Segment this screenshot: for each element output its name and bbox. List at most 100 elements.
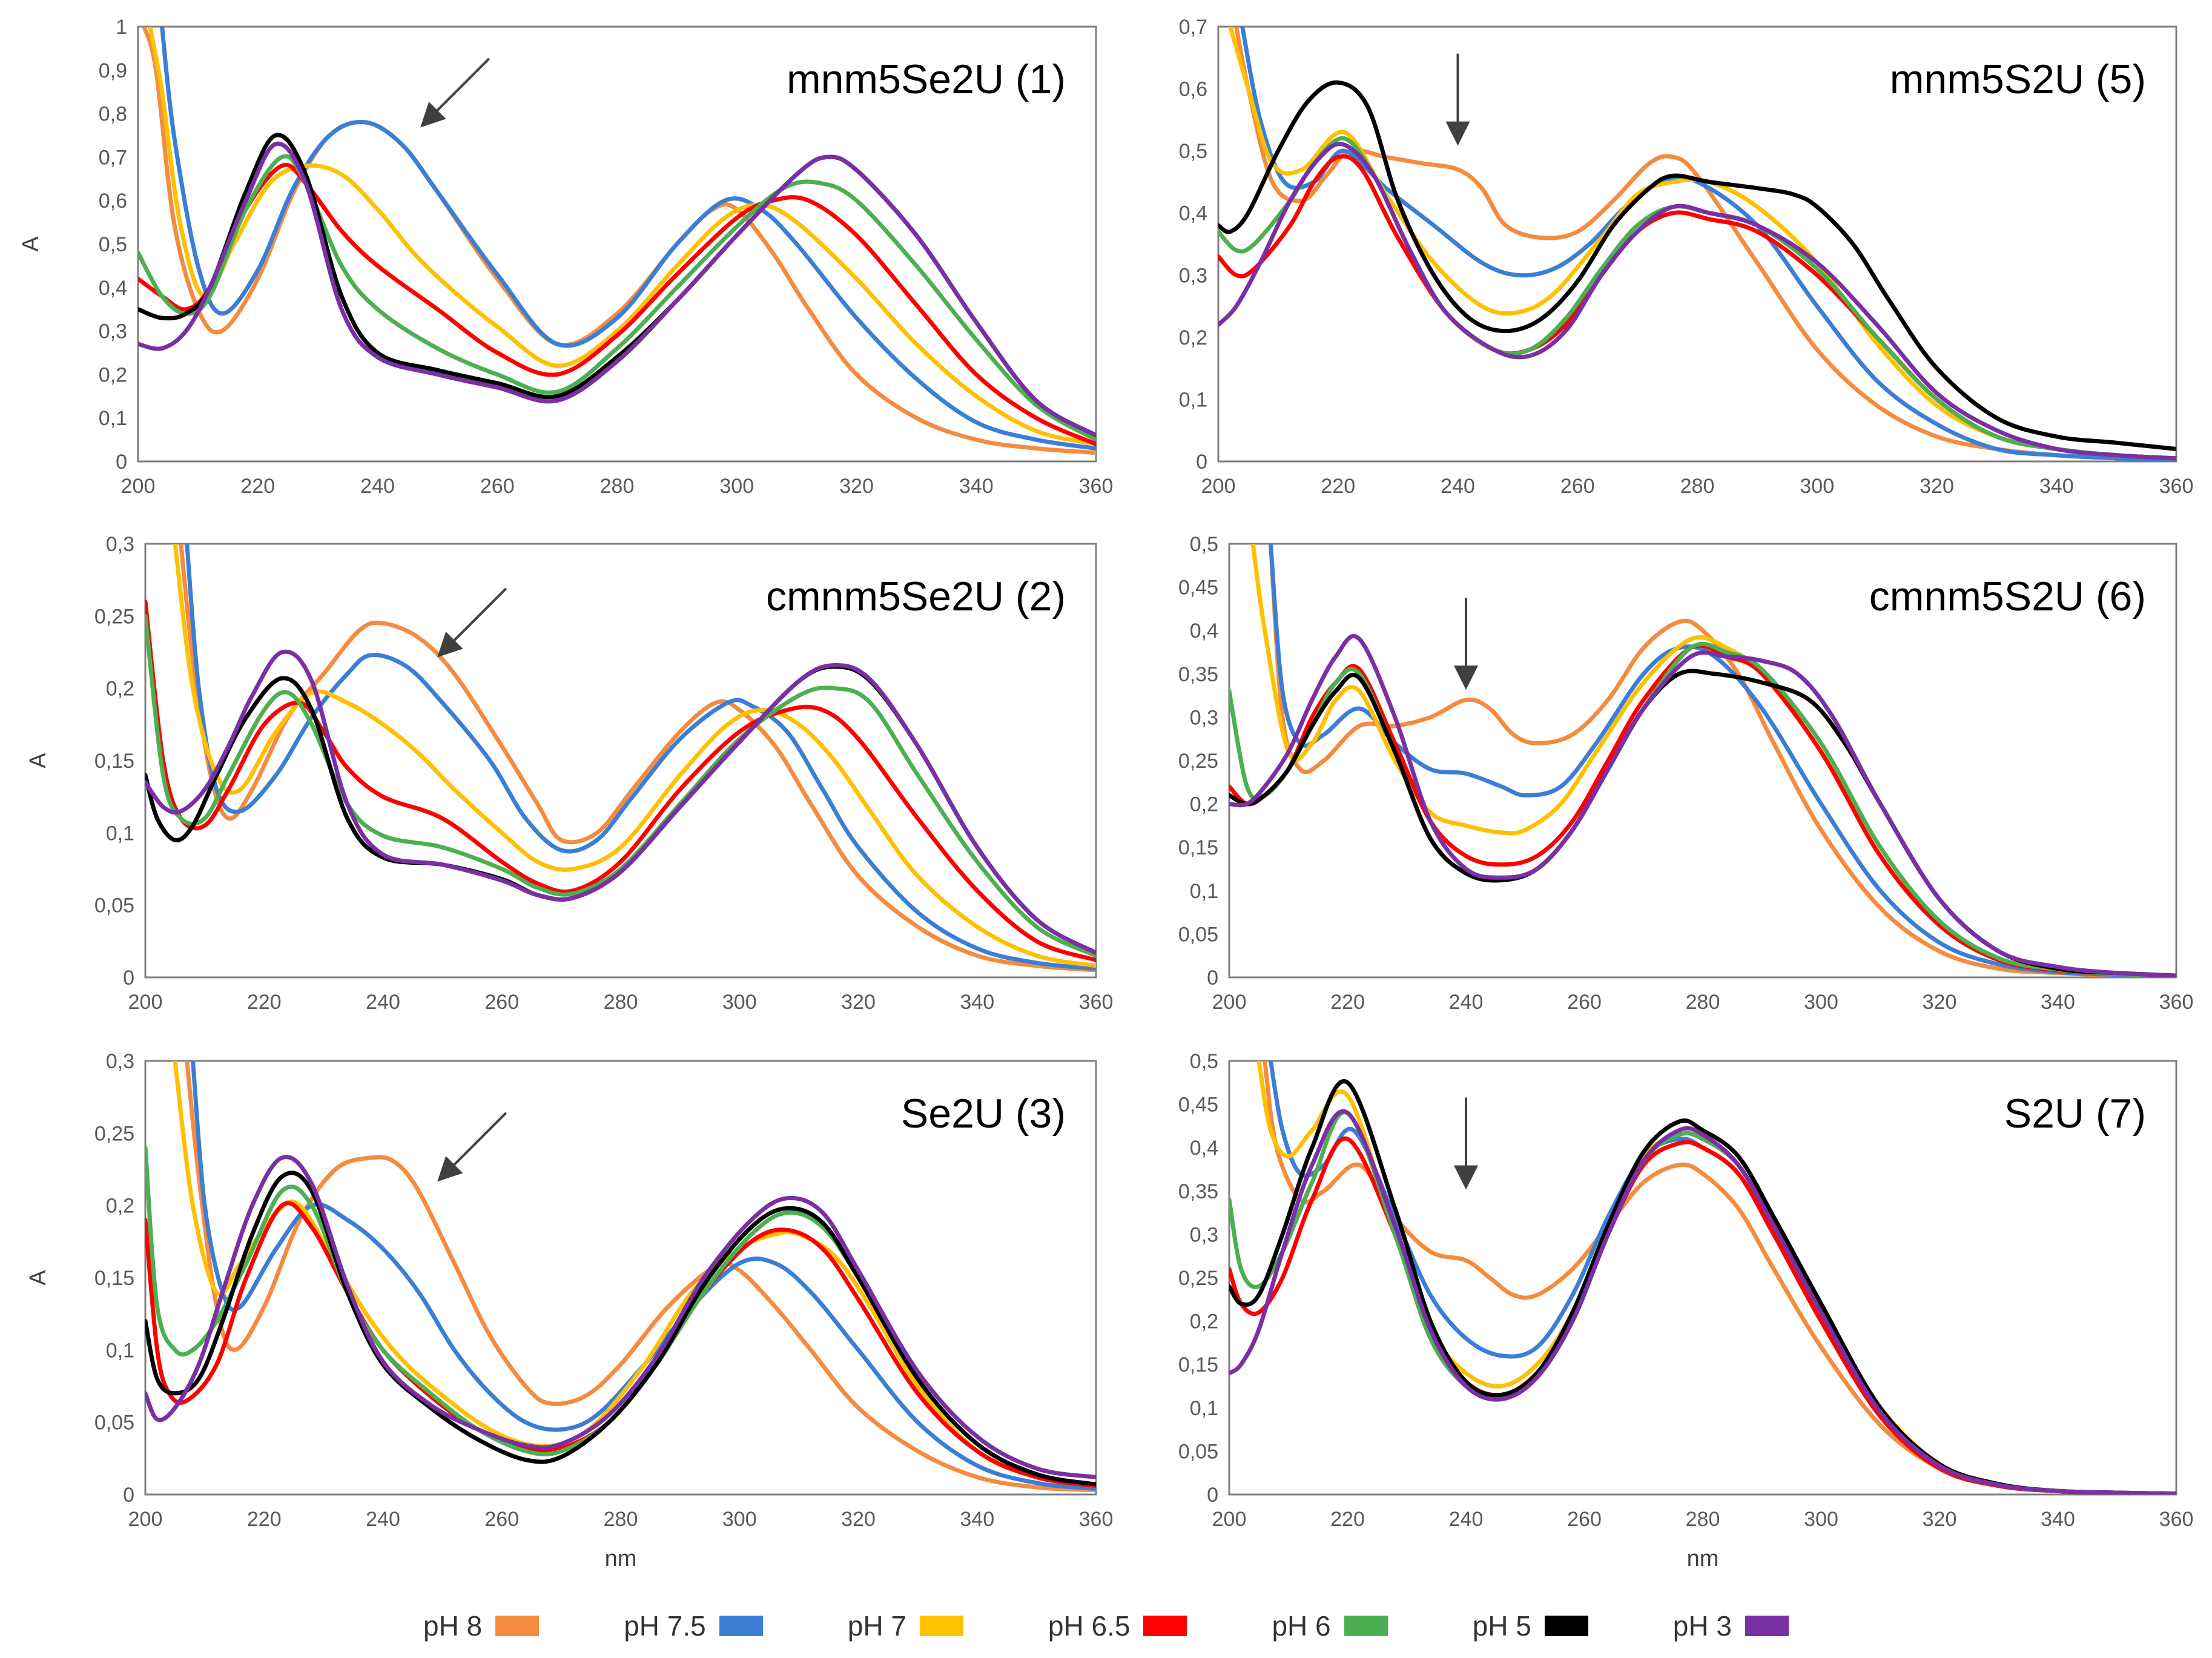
series-line <box>145 649 1096 955</box>
y-tick-label: 0,45 <box>1178 1094 1218 1117</box>
y-axis-label: A <box>18 236 44 252</box>
y-tick-label: 0,8 <box>99 103 127 126</box>
y-tick-label: 0,2 <box>99 363 127 386</box>
annotation-arrow <box>437 587 507 658</box>
x-tick-label: 340 <box>959 475 994 498</box>
y-tick-label: 0,5 <box>1190 533 1218 556</box>
y-tick-label: 0,2 <box>1190 1310 1218 1333</box>
legend-label: pH 7.5 <box>624 1610 706 1642</box>
y-tick-label: 0,05 <box>1178 1440 1218 1463</box>
plot-area <box>1228 1060 2177 1496</box>
series-group <box>145 544 1096 973</box>
x-tick-label: 240 <box>1449 991 1484 1014</box>
legend-item: pH 8 <box>423 1610 540 1642</box>
y-tick-label: 0,1 <box>106 822 134 845</box>
y-tick-label: 0,3 <box>1179 264 1207 287</box>
x-tick-label: 280 <box>1686 1508 1720 1531</box>
chart-panel: 0 0,1 0,2 0,3 0,4 0,5 0,6 0,7 0,8 0,9 1 200 220 240 26… <box>18 16 1113 498</box>
x-tick-label: 300 <box>722 991 757 1014</box>
series-group <box>138 27 1096 455</box>
x-tick-label: 320 <box>1923 991 1957 1014</box>
series-line <box>1228 27 2176 461</box>
legend-item: pH 5 <box>1473 1610 1588 1642</box>
x-tick-label: 300 <box>722 1508 757 1531</box>
y-tick-label: 0,35 <box>1178 1180 1218 1203</box>
y-tick-label: 0,35 <box>1178 663 1218 686</box>
series-line <box>145 599 1096 962</box>
plot-area <box>1228 543 2177 979</box>
y-tick-label: 0,15 <box>1178 836 1218 859</box>
chart-title: cmnm5Se2U (2) <box>766 573 1066 619</box>
series-line <box>1229 1110 2176 1495</box>
y-tick-label: 0,45 <box>1178 576 1218 599</box>
y-tick-label: 0,1 <box>1190 1397 1218 1420</box>
legend-label: pH 8 <box>423 1610 483 1642</box>
series-line <box>1234 27 2176 461</box>
x-tick-label: 220 <box>247 991 282 1014</box>
y-tick-label: 0,2 <box>106 1195 134 1218</box>
x-tick-label: 200 <box>121 475 156 498</box>
series-line <box>138 141 1096 438</box>
chart-title: cmnm5S2U (6) <box>1869 573 2146 619</box>
series-line <box>1268 544 2176 977</box>
legend-item: pH 6.5 <box>1048 1610 1187 1642</box>
y-tick-label: 0 <box>123 1484 134 1507</box>
y-tick-label: 0 <box>116 451 127 474</box>
y-tick-label: 1 <box>116 16 127 39</box>
series-line <box>1229 1109 2176 1495</box>
plot-area <box>137 25 1097 463</box>
legend-swatch <box>919 1616 963 1636</box>
y-tick-label: 0,3 <box>1190 706 1218 729</box>
y-tick-label: 0,3 <box>106 533 134 556</box>
y-tick-label: 0,1 <box>1190 880 1218 903</box>
y-tick-label: 0 <box>1196 451 1207 474</box>
y-tick-label: 0,5 <box>1179 140 1207 163</box>
x-tick-label: 340 <box>2039 475 2074 498</box>
chart-title: mnm5Se2U (1) <box>787 56 1066 102</box>
y-tick-label: 0,25 <box>1178 1267 1218 1290</box>
plot-area <box>1217 25 2177 463</box>
x-tick-label: 320 <box>1923 1508 1957 1531</box>
series-line <box>145 1201 1096 1488</box>
plot-area <box>144 1060 1097 1496</box>
x-tick-label: 320 <box>1920 475 1954 498</box>
x-tick-label: 300 <box>1804 1508 1838 1531</box>
series-line <box>145 613 1096 958</box>
y-tick-label: 0,15 <box>94 1267 134 1290</box>
y-tick-label: 0 <box>1207 1484 1218 1507</box>
x-tick-label: 300 <box>719 475 754 498</box>
x-tick-label: 240 <box>366 1508 400 1531</box>
y-tick-label: 0,5 <box>1190 1050 1218 1073</box>
x-tick-label: 280 <box>604 991 638 1014</box>
series-line <box>185 1061 1096 1493</box>
y-tick-label: 0,1 <box>1179 388 1207 411</box>
y-tick-label: 0,4 <box>1190 619 1218 642</box>
y-tick-label: 0,2 <box>1190 793 1218 816</box>
legend-item: pH 7.5 <box>624 1610 763 1642</box>
x-tick-label: 240 <box>366 991 400 1014</box>
x-tick-label: 220 <box>1330 991 1365 1014</box>
series-line <box>1218 136 2176 461</box>
legend-swatch <box>719 1616 763 1636</box>
y-tick-label: 0,25 <box>94 605 134 628</box>
x-tick-label: 360 <box>1079 1508 1114 1531</box>
legend-swatch <box>1745 1616 1789 1636</box>
series-line <box>138 162 1096 446</box>
x-tick-label: 240 <box>1441 475 1475 498</box>
x-tick-label: 280 <box>600 475 635 498</box>
y-tick-label: 0,5 <box>99 233 127 256</box>
series-line <box>173 544 1096 968</box>
x-tick-label: 260 <box>480 475 515 498</box>
x-axis-label: nm <box>605 1546 637 1571</box>
y-tick-label: 0,1 <box>106 1339 134 1362</box>
chart-panel: 0 0,05 0,1 0,15 0,2 0,25 0,3 0,35 0,4 0,45 0,5 200 2… <box>1178 1050 2194 1571</box>
legend-swatch <box>1143 1616 1187 1636</box>
y-tick-label: 0 <box>1207 966 1218 989</box>
x-tick-label: 300 <box>1804 991 1838 1014</box>
series-line <box>1229 634 2176 977</box>
chart-panel: 0 0,1 0,2 0,3 0,4 0,5 0,6 0,7 200 220 240 260 280 300… <box>1179 16 2194 498</box>
x-tick-label: 200 <box>1212 1508 1247 1531</box>
y-tick-label: 0,05 <box>94 894 134 917</box>
x-tick-label: 260 <box>1567 991 1602 1014</box>
